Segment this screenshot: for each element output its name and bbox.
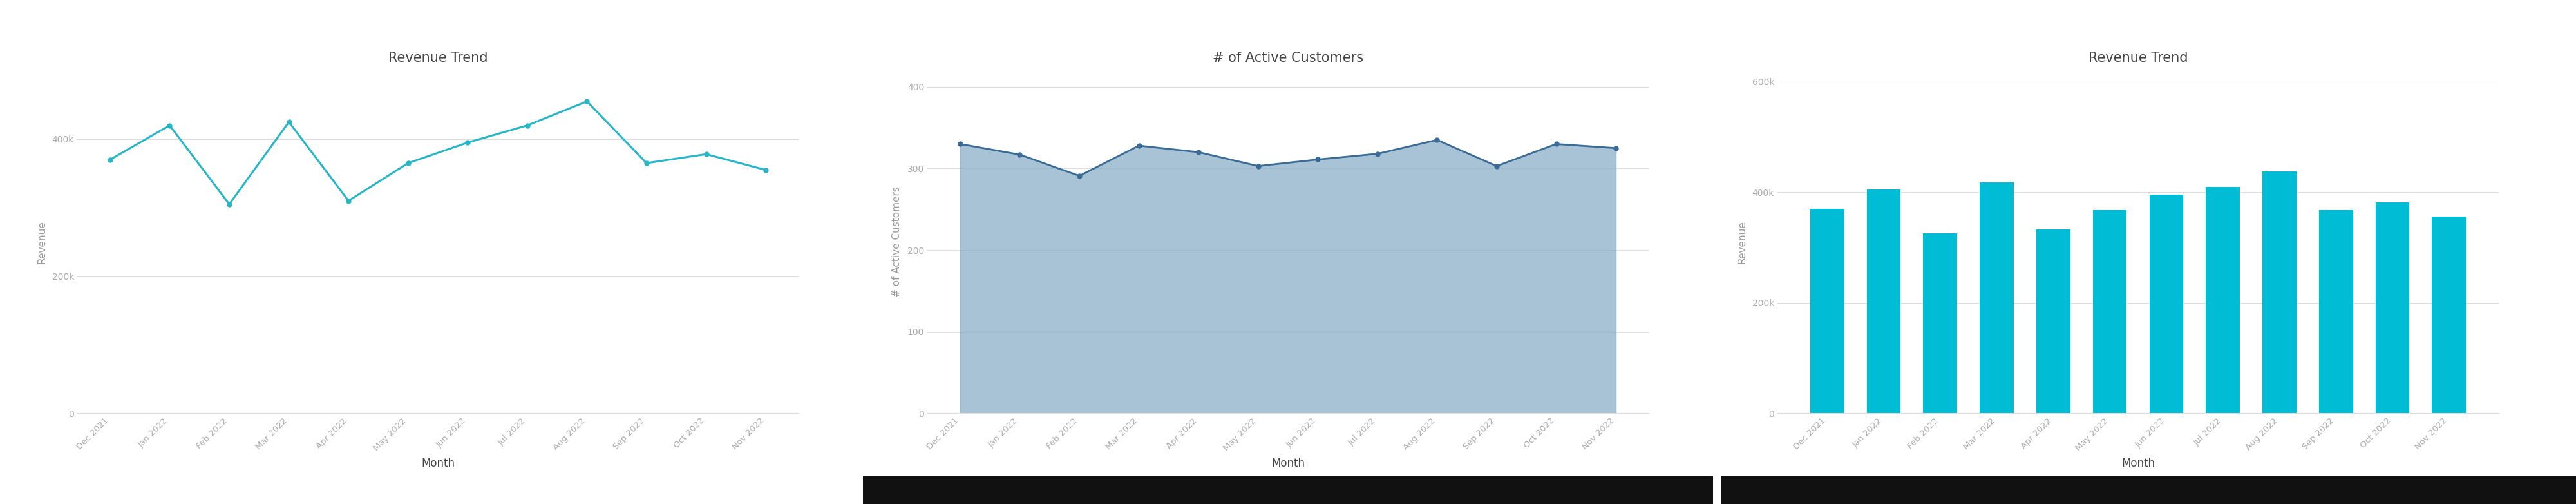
Bar bbox=[2092, 210, 2128, 413]
Bar bbox=[1868, 190, 1901, 413]
X-axis label: Month: Month bbox=[2123, 458, 2154, 469]
Bar bbox=[1811, 209, 1844, 413]
X-axis label: Month: Month bbox=[1273, 458, 1306, 469]
Bar bbox=[2318, 210, 2352, 413]
Y-axis label: Revenue: Revenue bbox=[36, 220, 46, 264]
Bar bbox=[2375, 202, 2409, 413]
Y-axis label: # of Active Customers: # of Active Customers bbox=[891, 186, 902, 297]
Bar bbox=[2148, 195, 2184, 413]
Title: Revenue Trend: Revenue Trend bbox=[2089, 51, 2187, 64]
Bar bbox=[1924, 234, 1958, 413]
Bar bbox=[2432, 217, 2465, 413]
Bar bbox=[1981, 182, 2014, 413]
Title: # of Active Customers: # of Active Customers bbox=[1213, 51, 1363, 64]
X-axis label: Month: Month bbox=[422, 458, 456, 469]
Bar bbox=[2038, 229, 2071, 413]
Title: Revenue Trend: Revenue Trend bbox=[389, 51, 487, 64]
Bar bbox=[2262, 172, 2295, 413]
Bar bbox=[2205, 186, 2239, 413]
Y-axis label: Revenue: Revenue bbox=[1736, 220, 1747, 264]
